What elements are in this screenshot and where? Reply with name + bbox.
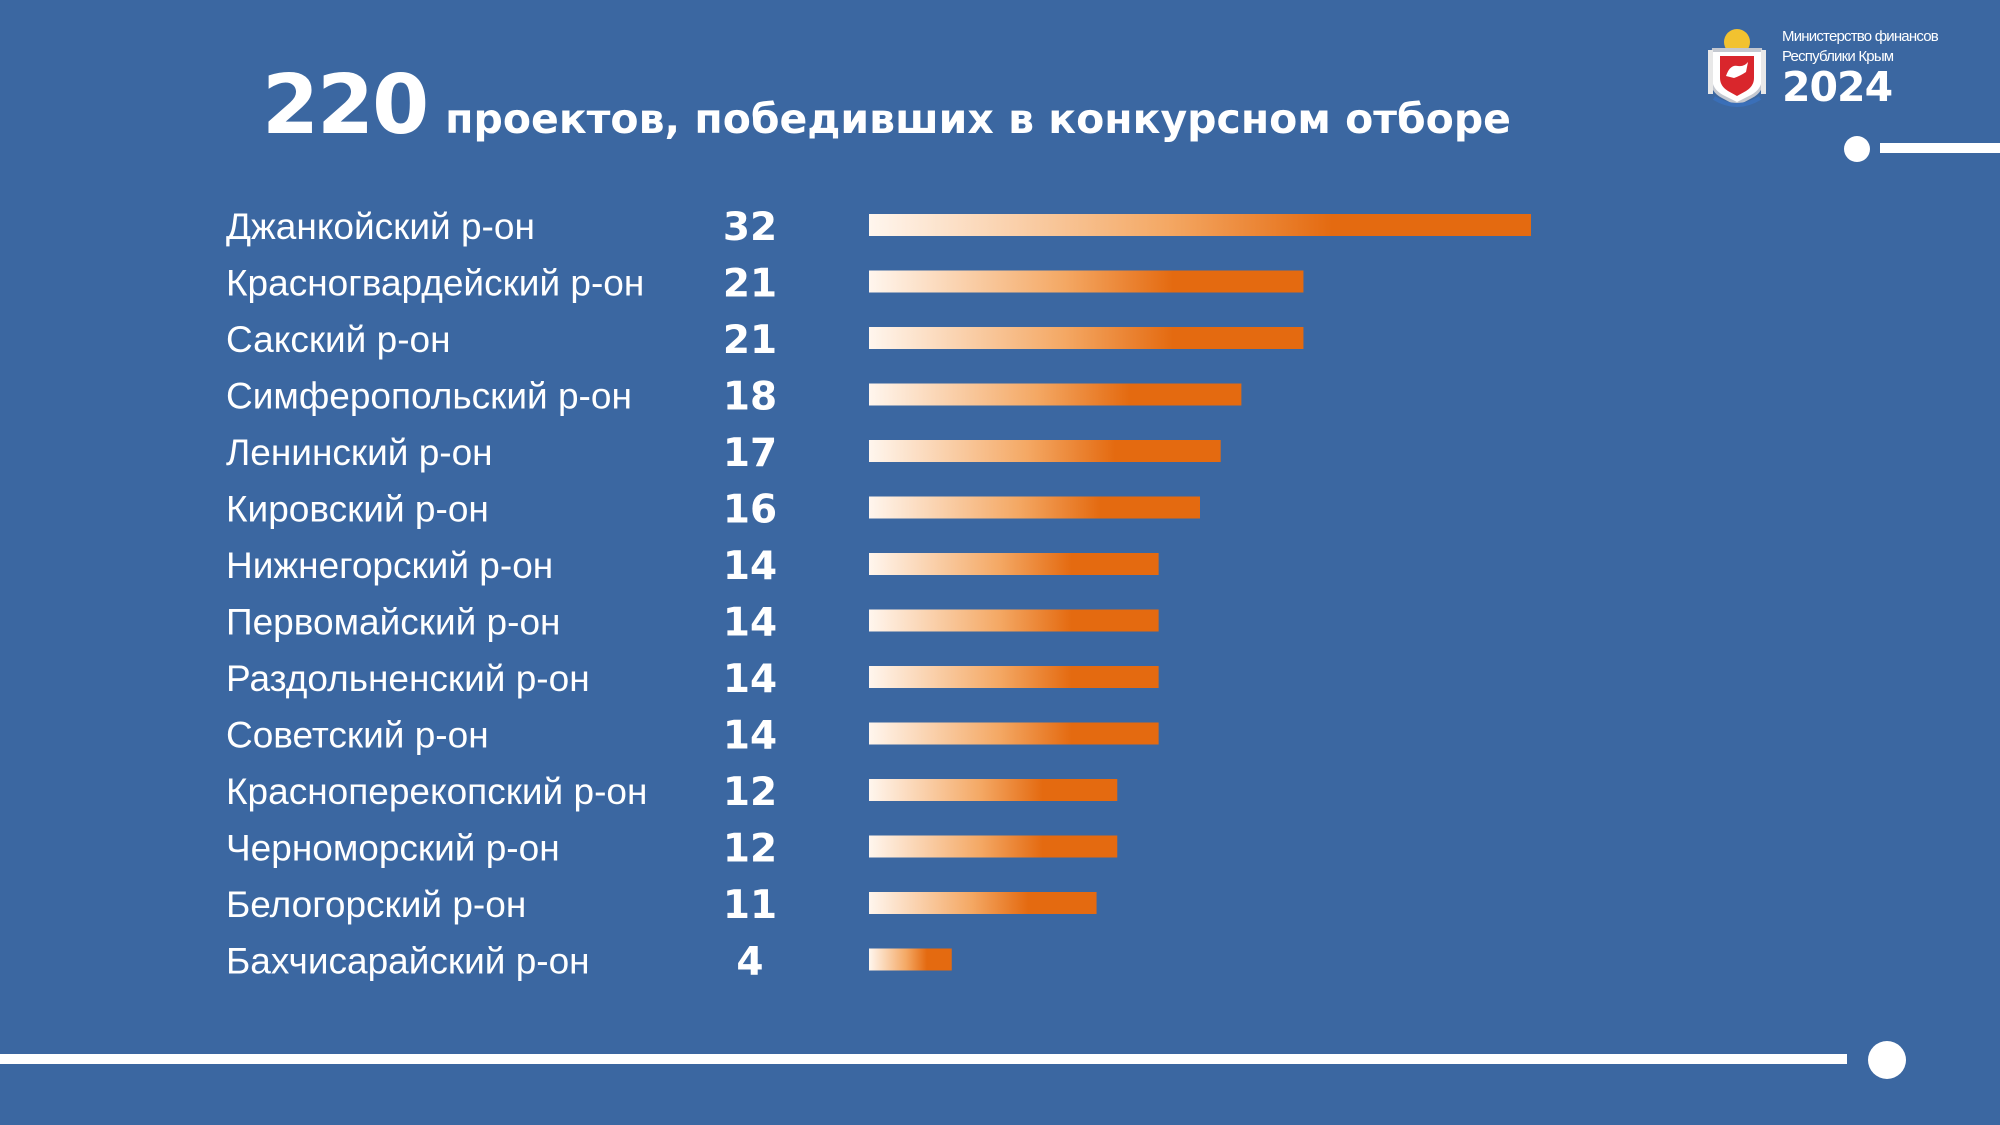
decor-line-bottom (0, 1054, 1847, 1064)
value-label: 12 (723, 770, 777, 815)
value-label: 16 (723, 488, 777, 533)
category-label: Джанкойский р-он (226, 206, 535, 247)
bar (869, 270, 1304, 293)
category-label: Симферопольский р-он (226, 376, 632, 417)
decor-line-top (1880, 143, 2000, 153)
value-label: 14 (723, 657, 777, 702)
category-label: Белогорский р-он (226, 884, 526, 925)
bar (869, 722, 1159, 745)
title-text: проектов, победивших в конкурсном отборе (445, 95, 1511, 143)
bar (869, 496, 1200, 519)
bar (869, 383, 1242, 406)
bar (869, 214, 1531, 236)
category-label: Нижнегорский р-он (226, 545, 553, 586)
value-label: 4 (736, 940, 763, 985)
bar (869, 779, 1118, 801)
category-label: Раздольненский р-он (226, 658, 590, 699)
decor-dot-bottom (1868, 1041, 1906, 1079)
category-label: Советский р-он (226, 715, 489, 756)
crimea-coat-of-arms-icon (1708, 29, 1766, 107)
value-label: 11 (723, 883, 777, 928)
value-label: 17 (723, 431, 777, 476)
page-title: 220 проектов, победивших в конкурсном от… (262, 58, 1511, 153)
category-label: Кировский р-он (226, 489, 489, 530)
ministry-line-1: Министерство финансов (1782, 28, 1939, 45)
value-label: 32 (723, 205, 777, 250)
bar (869, 835, 1118, 858)
bar-chart: Джанкойский р-он 32 Красногвардейский р-он… (226, 205, 1531, 985)
title-number: 220 (262, 58, 429, 153)
category-label: Первомайский р-он (226, 602, 560, 643)
category-label: Красногвардейский р-он (226, 263, 644, 304)
value-label: 18 (723, 375, 777, 420)
value-label: 12 (723, 827, 777, 872)
value-label: 21 (723, 318, 777, 363)
value-label: 14 (723, 544, 777, 589)
category-label: Черноморский р-он (226, 828, 560, 869)
ministry-name: Министерство финансов Республики Крым (1782, 27, 1939, 67)
category-label: Сакский р-он (226, 319, 451, 360)
year-label: 2024 (1782, 63, 1893, 111)
bar (869, 327, 1304, 349)
bar (869, 440, 1221, 462)
value-label: 21 (723, 262, 777, 307)
bar (869, 553, 1159, 575)
decor-dot-top (1844, 136, 1870, 162)
ministry-line-2: Республики Крым (1782, 48, 1894, 65)
category-label: Бахчисарайский р-он (226, 941, 590, 982)
value-label: 14 (723, 601, 777, 646)
bar (869, 609, 1159, 632)
category-label: Ленинский р-он (226, 432, 493, 473)
bar (869, 948, 952, 971)
bar (869, 892, 1097, 914)
bar (869, 666, 1159, 688)
category-label: Красноперекопский р-он (226, 771, 647, 812)
value-label: 14 (723, 714, 777, 759)
